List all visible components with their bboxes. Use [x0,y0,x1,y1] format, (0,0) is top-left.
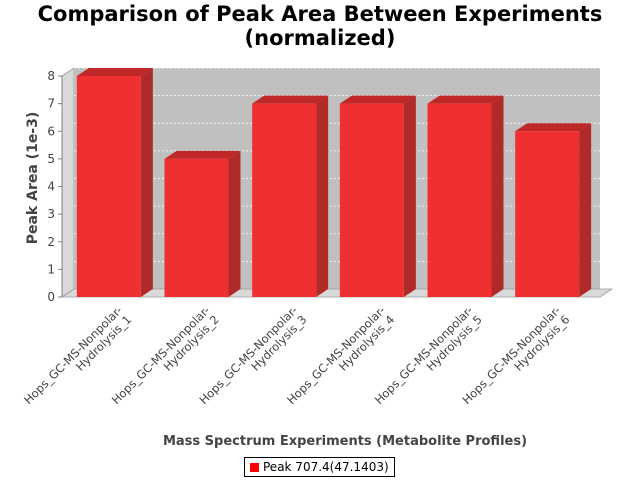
bar [252,95,329,297]
y-tick-label: 7 [47,97,55,111]
chart-title: Comparison of Peak Area Between Experime… [0,2,640,50]
y-tick-label: 4 [47,180,55,194]
bar-top [252,95,329,104]
bar [339,95,416,297]
legend-swatch [250,462,259,472]
y-tick-label: 5 [47,152,55,166]
chart-title-line1: Comparison of Peak Area Between Experime… [37,2,603,26]
bar-face [339,103,404,297]
legend: Peak 707.4(47.1403) [244,457,395,477]
bar-side [579,123,592,297]
y-tick-label: 1 [47,262,55,276]
bar-side [316,95,329,297]
bar-face [164,158,229,297]
bar [515,123,592,297]
bar-face [76,76,141,297]
bars [76,68,592,297]
y-tick-label: 6 [47,124,55,138]
plot-background [74,68,600,289]
bar-side [140,68,153,297]
y-tick-label: 8 [47,69,55,83]
bar-side [491,95,504,297]
bar-face [252,103,317,297]
bar-top [427,95,504,104]
bar-top [515,123,592,132]
bar [164,150,241,297]
plot-left-wall [61,67,75,298]
bar-face [515,131,580,297]
bar-top [164,150,241,159]
bar-face [427,103,492,297]
bar-top [339,95,416,104]
y-axis-label: Peak Area (1e-3) [25,112,41,245]
y-tick-label: 2 [47,235,55,249]
bar-top [76,68,153,76]
legend-label: Peak 707.4(47.1403) [263,460,389,474]
x-tick-label-line1: Hops_GC-MS-Nonpolar- [21,303,125,407]
bar-side [403,95,416,297]
y-tick-label: 3 [47,207,55,221]
y-axis: 0 1 2 3 4 5 6 7 8 [47,69,63,304]
chart-title-line2: (normalized) [244,26,396,50]
y-tick-label: 0 [47,290,55,304]
x-axis-label: Mass Spectrum Experiments (Metabolite Pr… [163,434,527,449]
bar [427,95,504,297]
bar [76,68,153,297]
x-axis: Hops_GC-MS-Nonpolar-Hydrolysis_1Hops_GC-… [21,303,572,407]
bar-side [228,150,241,297]
